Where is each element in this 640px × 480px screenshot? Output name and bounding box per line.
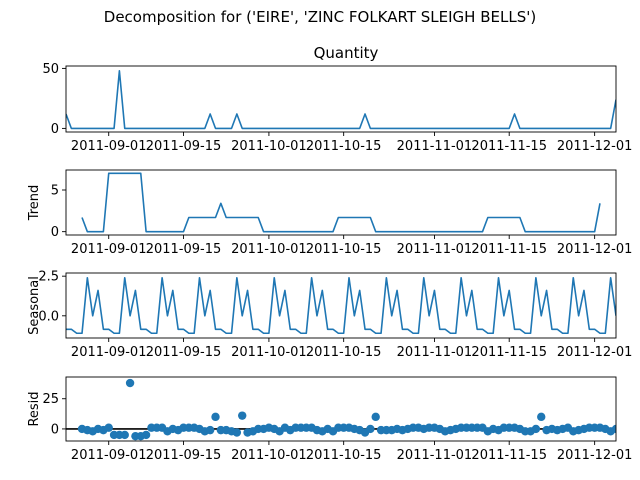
seasonal-axes-frame: [65, 272, 617, 339]
observed-xtick-label: 2011-09-01: [71, 139, 147, 154]
resid-xtick-label: 2011-10-01: [231, 448, 307, 463]
trend-axes-frame: [65, 169, 617, 236]
resid-point: [125, 378, 135, 388]
resid-point: [205, 425, 215, 435]
resid-point: [537, 412, 546, 422]
observed-xtick-label: 2011-10-01: [231, 139, 307, 154]
trend-ylabel: Trend: [27, 185, 42, 222]
observed-xtick-label: 2011-12-01: [557, 139, 633, 154]
seasonal-xtick-label: 2011-12-01: [557, 345, 633, 360]
trend-xtick-label: 2011-10-15: [306, 242, 382, 257]
resid-axes-frame: [65, 376, 617, 442]
seasonal-xtick-label: 2011-11-01: [397, 345, 473, 360]
resid-xtick-label: 2011-11-01: [397, 448, 473, 463]
resid-point: [531, 424, 541, 434]
observed-ytick-label: 0: [51, 122, 59, 137]
resid-point: [366, 424, 375, 434]
trend-series-line: [81, 172, 601, 233]
resid-xtick-label: 2011-09-15: [146, 448, 222, 463]
panel-observed: 0 50 2011-09-01 2011-09-15 2011-10-01 2011-10…: [42, 44, 632, 154]
observed-series-line: [66, 70, 616, 130]
resid-point: [120, 430, 129, 440]
resid-point: [628, 427, 636, 435]
resid-xtick-label: 2011-11-15: [471, 448, 547, 463]
resid-point: [104, 423, 113, 432]
observed-axes-frame: [65, 65, 617, 133]
resid-point: [611, 424, 616, 434]
observed-title: Quantity: [314, 44, 379, 62]
resid-point: [622, 424, 630, 432]
figure-suptitle: Decomposition for ('EIRE', 'ZINC FOLKART…: [104, 8, 536, 26]
resid-xtick-label: 2011-10-15: [306, 448, 382, 463]
resid-ytick-label: 0: [51, 422, 59, 437]
observed-xtick-label: 2011-11-15: [471, 139, 547, 154]
panel-trend: 0 5 2011-09-01 2011-09-15 2011-10-01 2011-10-…: [27, 169, 633, 257]
seasonal-xtick-label: 2011-09-01: [71, 345, 147, 360]
seasonal-ytick-label: 0.0: [38, 309, 59, 324]
trend-ytick-label: 5: [51, 184, 59, 199]
observed-ytick-label: 50: [42, 62, 59, 77]
seasonal-ylabel: Seasonal: [27, 276, 42, 335]
resid-point: [371, 412, 380, 422]
trend-xtick-label: 2011-09-01: [71, 242, 147, 257]
resid-point: [617, 424, 625, 432]
trend-ytick-label: 0: [51, 225, 59, 240]
resid-point: [238, 411, 247, 420]
resid-ytick-label: 25: [42, 392, 59, 407]
resid-point: [211, 412, 220, 422]
trend-xtick-label: 2011-09-15: [146, 242, 222, 257]
trend-xtick-label: 2011-10-01: [231, 242, 307, 257]
observed-xtick-label: 2011-09-15: [146, 139, 222, 154]
seasonal-xtick-label: 2011-10-01: [231, 345, 307, 360]
seasonal-xtick-label: 2011-10-15: [306, 345, 382, 360]
seasonal-xtick-label: 2011-09-15: [146, 345, 222, 360]
panel-resid: 0 25 2011-09-01 2011-09-15 2011-10-01 2011-10…: [27, 376, 636, 463]
resid-point: [232, 428, 242, 437]
observed-xtick-label: 2011-10-15: [306, 139, 382, 154]
resid-xtick-label: 2011-12-01: [557, 448, 633, 463]
resid-point: [141, 430, 151, 440]
seasonal-series-line: [66, 276, 616, 335]
observed-xtick-label: 2011-11-01: [397, 139, 473, 154]
resid-xtick-label: 2011-09-01: [71, 448, 147, 463]
trend-xtick-label: 2011-11-01: [397, 242, 473, 257]
seasonal-xtick-label: 2011-11-15: [471, 345, 547, 360]
seasonal-ytick-label: 2.5: [38, 270, 59, 285]
resid-ylabel: Resid: [27, 391, 42, 426]
trend-xtick-label: 2011-12-01: [557, 242, 633, 257]
trend-xtick-label: 2011-11-15: [471, 242, 547, 257]
